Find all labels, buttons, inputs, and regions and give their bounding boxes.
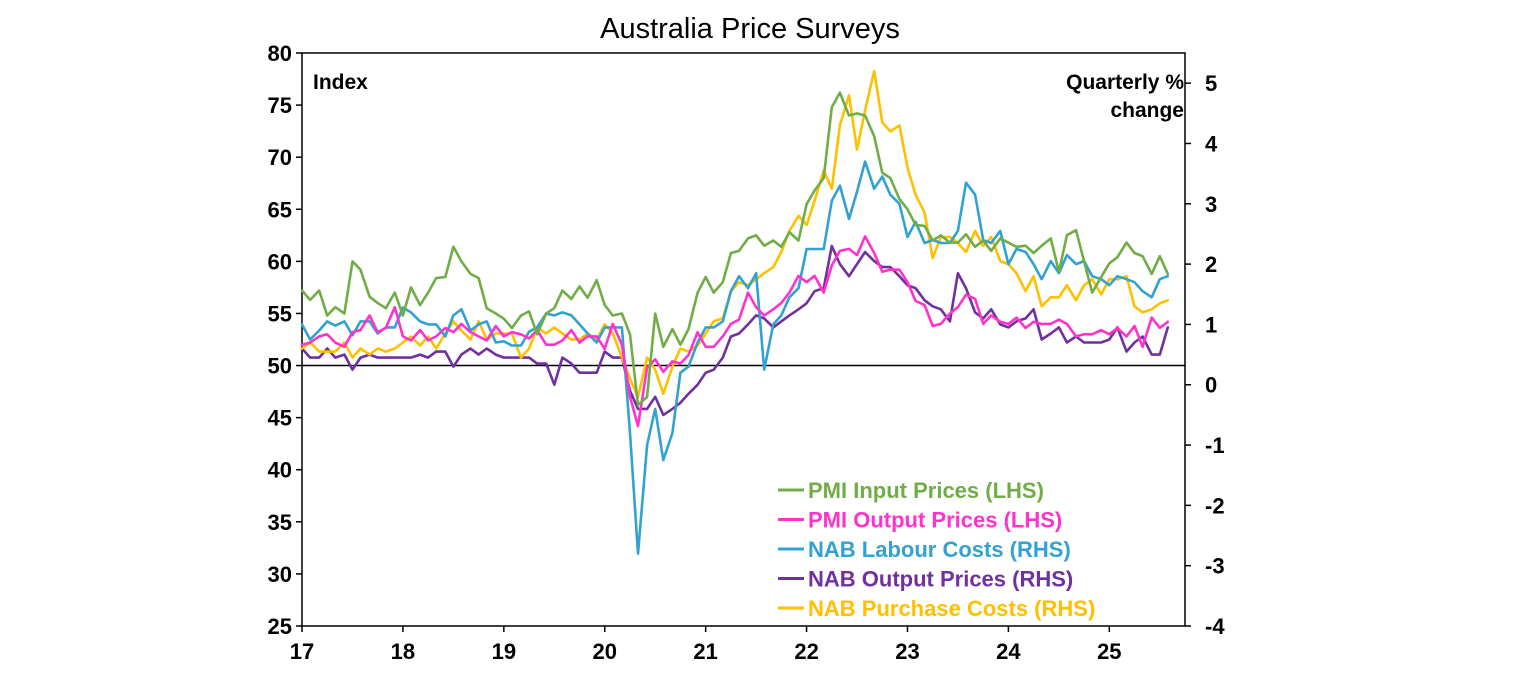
right-axis-label-line2: change <box>1110 99 1184 122</box>
x-axis-tick-label: 17 <box>290 639 314 664</box>
left-axis-tick-label: 65 <box>268 197 292 222</box>
left-axis-tick-label: 60 <box>268 249 292 274</box>
series-line-pmi-output-prices-lhs <box>300 235 1170 428</box>
right-axis-tick-label: 0 <box>1205 373 1217 398</box>
plot-area <box>301 52 1186 627</box>
left-axis-tick-label: 35 <box>268 510 292 535</box>
right-axis-label-line1: Quarterly % <box>1066 71 1184 94</box>
left-axis-tick-label: 40 <box>268 458 292 483</box>
right-axis-tick-label: 4 <box>1205 131 1218 156</box>
left-axis-tick-label: 50 <box>268 354 292 379</box>
left-axis-label: Index <box>313 71 368 94</box>
series-line-pmi-input-prices-lhs <box>300 91 1170 407</box>
left-axis-tick-label: 70 <box>268 145 292 170</box>
left-axis-tick-label: 45 <box>268 406 292 431</box>
x-axis-tick-label: 21 <box>693 639 717 664</box>
legend-label: PMI Output Prices (LHS) <box>808 508 1062 533</box>
x-axis-tick-label: 18 <box>391 639 415 664</box>
right-axis-tick-label: -2 <box>1205 493 1225 518</box>
axis-ticks: 807570656055504540353025543210-1-2-3-417… <box>268 41 1226 664</box>
x-axis-tick-label: 23 <box>895 639 919 664</box>
right-axis-tick-label: 3 <box>1205 192 1217 217</box>
right-axis-tick-label: -3 <box>1205 554 1225 579</box>
right-axis-tick-label: 2 <box>1205 252 1217 277</box>
legend-label: NAB Labour Costs (RHS) <box>808 537 1071 562</box>
x-axis-tick-label: 22 <box>794 639 818 664</box>
legend-label: NAB Purchase Costs (RHS) <box>808 596 1095 621</box>
series-line-nab-output-prices-rhs <box>300 244 1170 417</box>
series-lines <box>300 69 1170 555</box>
legend-label: PMI Input Prices (LHS) <box>808 478 1044 503</box>
legend: PMI Input Prices (LHS) PMI Output Prices … <box>778 478 1095 621</box>
left-axis-tick-label: 25 <box>268 614 292 639</box>
x-axis-tick-label: 25 <box>1097 639 1121 664</box>
right-axis-tick-label: 1 <box>1205 312 1217 337</box>
x-axis-tick-label: 19 <box>492 639 516 664</box>
left-axis-tick-label: 30 <box>268 562 292 587</box>
left-axis-tick-label: 55 <box>268 301 292 326</box>
right-axis-tick-label: 5 <box>1205 71 1217 96</box>
left-axis-tick-label: 75 <box>268 93 292 118</box>
x-axis-tick-label: 24 <box>996 639 1021 664</box>
x-axis-tick-label: 20 <box>593 639 617 664</box>
left-axis-tick-label: 80 <box>268 41 292 66</box>
legend-label: NAB Output Prices (RHS) <box>808 567 1073 592</box>
chart-title: Australia Price Surveys <box>600 13 900 45</box>
right-axis-tick-label: -1 <box>1205 433 1225 458</box>
series-line-nab-labour-costs-rhs <box>300 160 1170 555</box>
right-axis-tick-label: -4 <box>1205 614 1225 639</box>
